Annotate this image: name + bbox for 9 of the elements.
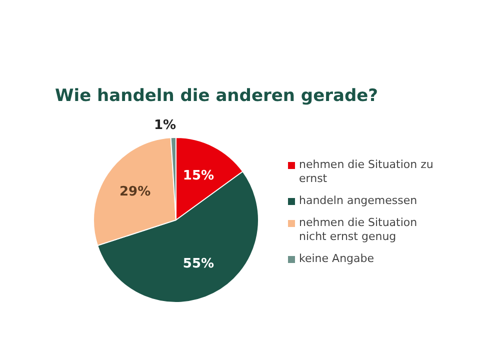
legend-label: nehmen die Situation nicht ernst genug (299, 216, 418, 244)
legend-label: keine Angabe (299, 252, 374, 266)
legend-label: nehmen die Situation zu ernst (299, 158, 434, 186)
data-label: 15% (182, 168, 214, 184)
chart-title: Wie handeln die anderen gerade? (55, 86, 378, 106)
data-label: 29% (119, 184, 151, 200)
data-label: 1% (154, 118, 176, 133)
legend-label: handeln angemessen (299, 194, 418, 208)
data-label: 55% (182, 256, 214, 272)
